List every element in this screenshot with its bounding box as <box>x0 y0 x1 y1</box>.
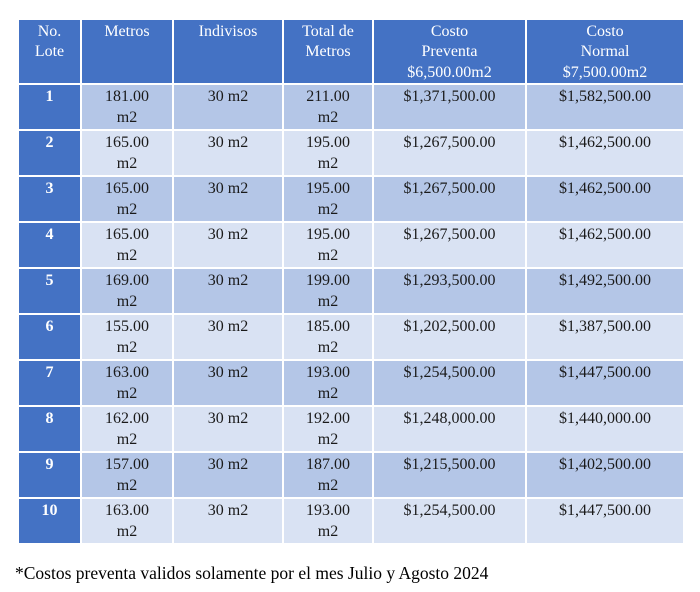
cell-costo-normal: $1,447,500.00 <box>525 359 685 408</box>
header-no-lote: No. Lote <box>17 17 82 86</box>
cell-costo-normal: $1,462,500.00 <box>525 221 685 270</box>
cell-total-metros: 195.00 m2 <box>282 129 374 178</box>
table-row: 6 155.00 m2 30 m2 185.00 m2 $1,202,500.00 $1,… <box>17 313 685 362</box>
header-indivisos: Indivisos <box>172 17 284 86</box>
cell-indivisos: 30 m2 <box>172 83 284 132</box>
cell-metros: 181.00 m2 <box>80 83 174 132</box>
cell-no-lote: 8 <box>17 405 82 454</box>
cell-costo-normal: $1,387,500.00 <box>525 313 685 362</box>
cell-metros: 162.00 m2 <box>80 405 174 454</box>
table-row: 10 163.00 m2 30 m2 193.00 m2 $1,254,500.00 $1… <box>17 497 685 546</box>
header-costo-normal: Costo Normal $7,500.00m2 <box>525 17 685 86</box>
cell-indivisos: 30 m2 <box>172 405 284 454</box>
cell-metros: 169.00 m2 <box>80 267 174 316</box>
cell-costo-preventa: $1,202,500.00 <box>372 313 527 362</box>
cell-costo-preventa: $1,293,500.00 <box>372 267 527 316</box>
cell-total-metros: 199.00 m2 <box>282 267 374 316</box>
cell-total-metros: 187.00 m2 <box>282 451 374 500</box>
cell-indivisos: 30 m2 <box>172 175 284 224</box>
cell-costo-normal: $1,447,500.00 <box>525 497 685 546</box>
cell-no-lote: 2 <box>17 129 82 178</box>
cell-total-metros: 195.00 m2 <box>282 175 374 224</box>
lot-pricing-table: No. Lote Metros Indivisos Total de Metro… <box>17 17 685 546</box>
table-row: 8 162.00 m2 30 m2 192.00 m2 $1,248,000.00 $1,… <box>17 405 685 454</box>
cell-total-metros: 193.00 m2 <box>282 359 374 408</box>
cell-metros: 163.00 m2 <box>80 497 174 546</box>
cell-costo-preventa: $1,371,500.00 <box>372 83 527 132</box>
cell-metros: 163.00 m2 <box>80 359 174 408</box>
footnote: *Costos preventa validos solamente por e… <box>15 563 489 583</box>
cell-indivisos: 30 m2 <box>172 451 284 500</box>
table-row: 7 163.00 m2 30 m2 193.00 m2 $1,254,500.00 $1,… <box>17 359 685 408</box>
header-total-metros: Total de Metros <box>282 17 374 86</box>
cell-indivisos: 30 m2 <box>172 267 284 316</box>
cell-no-lote: 7 <box>17 359 82 408</box>
cell-metros: 165.00 m2 <box>80 129 174 178</box>
cell-indivisos: 30 m2 <box>172 359 284 408</box>
cell-metros: 155.00 m2 <box>80 313 174 362</box>
header-costo-preventa: Costo Preventa $6,500.00m2 <box>372 17 527 86</box>
cell-total-metros: 195.00 m2 <box>282 221 374 270</box>
cell-metros: 165.00 m2 <box>80 221 174 270</box>
cell-costo-preventa: $1,267,500.00 <box>372 129 527 178</box>
table-row: 3 165.00 m2 30 m2 195.00 m2 $1,267,500.00 $1,… <box>17 175 685 224</box>
cell-costo-preventa: $1,267,500.00 <box>372 221 527 270</box>
cell-costo-preventa: $1,267,500.00 <box>372 175 527 224</box>
cell-no-lote: 4 <box>17 221 82 270</box>
table-header: No. Lote Metros Indivisos Total de Metro… <box>17 17 685 86</box>
cell-costo-normal: $1,582,500.00 <box>525 83 685 132</box>
cell-no-lote: 9 <box>17 451 82 500</box>
table-row: 9 157.00 m2 30 m2 187.00 m2 $1,215,500.00 $1,… <box>17 451 685 500</box>
table-row: 2 165.00 m2 30 m2 195.00 m2 $1,267,500.00 $1,… <box>17 129 685 178</box>
cell-total-metros: 211.00 m2 <box>282 83 374 132</box>
cell-costo-preventa: $1,215,500.00 <box>372 451 527 500</box>
cell-no-lote: 3 <box>17 175 82 224</box>
cell-indivisos: 30 m2 <box>172 221 284 270</box>
table-row: 4 165.00 m2 30 m2 195.00 m2 $1,267,500.00 $1,… <box>17 221 685 270</box>
table-row: 1 181.00 m2 30 m2 211.00 m2 $1,371,500.00 $1,… <box>17 83 685 132</box>
cell-costo-normal: $1,492,500.00 <box>525 267 685 316</box>
cell-costo-preventa: $1,254,500.00 <box>372 359 527 408</box>
cell-no-lote: 1 <box>17 83 82 132</box>
cell-metros: 165.00 m2 <box>80 175 174 224</box>
cell-costo-normal: $1,462,500.00 <box>525 175 685 224</box>
cell-costo-normal: $1,402,500.00 <box>525 451 685 500</box>
cell-costo-normal: $1,462,500.00 <box>525 129 685 178</box>
cell-indivisos: 30 m2 <box>172 129 284 178</box>
cell-no-lote: 10 <box>17 497 82 546</box>
cell-costo-preventa: $1,248,000.00 <box>372 405 527 454</box>
cell-indivisos: 30 m2 <box>172 313 284 362</box>
cell-costo-preventa: $1,254,500.00 <box>372 497 527 546</box>
cell-total-metros: 192.00 m2 <box>282 405 374 454</box>
cell-total-metros: 193.00 m2 <box>282 497 374 546</box>
cell-no-lote: 5 <box>17 267 82 316</box>
table-row: 5 169.00 m2 30 m2 199.00 m2 $1,293,500.00 $1,… <box>17 267 685 316</box>
header-row: No. Lote Metros Indivisos Total de Metro… <box>17 17 685 86</box>
header-metros: Metros <box>80 17 174 86</box>
table-body: 1 181.00 m2 30 m2 211.00 m2 $1,371,500.00 $1,… <box>17 83 685 546</box>
cell-indivisos: 30 m2 <box>172 497 284 546</box>
cell-no-lote: 6 <box>17 313 82 362</box>
cell-total-metros: 185.00 m2 <box>282 313 374 362</box>
cell-costo-normal: $1,440,000.00 <box>525 405 685 454</box>
cell-metros: 157.00 m2 <box>80 451 174 500</box>
